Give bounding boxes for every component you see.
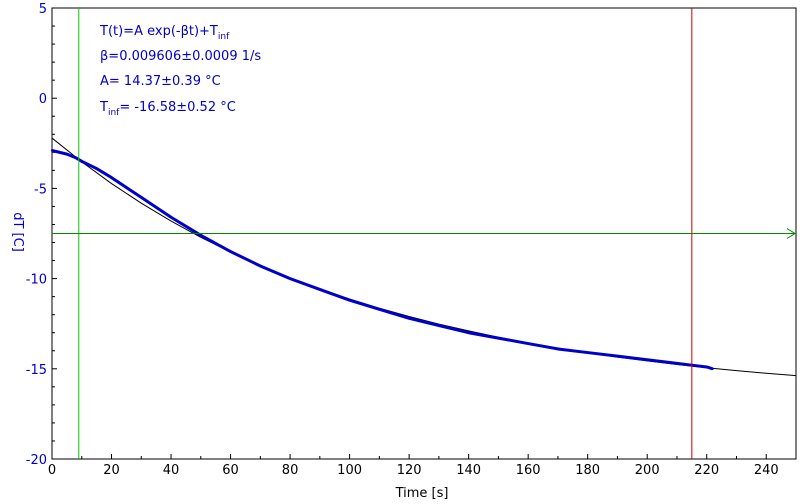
x-tick-label: 200 bbox=[635, 463, 660, 478]
x-tick-label: 160 bbox=[516, 463, 541, 478]
data-point bbox=[65, 152, 69, 156]
data-point bbox=[318, 288, 322, 291]
fit-amplitude: A= 14.37±0.39 °C bbox=[100, 74, 221, 89]
data-point bbox=[616, 354, 619, 358]
x-tick-label: 80 bbox=[282, 463, 299, 478]
data-point bbox=[378, 308, 381, 311]
data-point bbox=[675, 362, 679, 365]
cursor-layer bbox=[52, 8, 796, 459]
data-point bbox=[74, 156, 78, 159]
data-point bbox=[95, 167, 98, 170]
data-point bbox=[348, 299, 351, 302]
y-axis: 5 0 -5 -10 -15 -20 bbox=[26, 2, 57, 468]
data-point bbox=[229, 250, 232, 253]
series-layer bbox=[50, 137, 797, 377]
data-point bbox=[407, 317, 411, 320]
fit-tinf: Tinf= -16.58±0.52 °C bbox=[99, 100, 236, 118]
data-point bbox=[646, 358, 649, 361]
data-point bbox=[705, 365, 708, 369]
data-point bbox=[259, 264, 262, 268]
data-point bbox=[50, 149, 54, 152]
fit-beta: β=0.009606±0.0009 1/s bbox=[100, 49, 261, 64]
fit-formula: T(t)=A exp(-βt)+Tinf bbox=[99, 24, 230, 42]
data-point bbox=[497, 336, 500, 340]
data-point bbox=[526, 342, 530, 345]
y-axis-label: dT [C] bbox=[10, 212, 25, 252]
data-point bbox=[467, 331, 470, 334]
x-tick-label: 240 bbox=[754, 463, 779, 478]
data-point bbox=[80, 160, 83, 163]
x-tick-label: 40 bbox=[163, 463, 180, 478]
level-cursor-arrow-icon bbox=[786, 228, 796, 239]
x-axis-label: Time [s] bbox=[395, 486, 449, 501]
x-axis: 0 20 40 60 80 100 120 140 160 180 200 220 240 bbox=[48, 454, 797, 478]
data-point bbox=[586, 351, 589, 354]
x-tick-label: 140 bbox=[456, 463, 481, 478]
x-tick-label: 20 bbox=[103, 463, 120, 478]
data-point bbox=[437, 324, 441, 327]
x-tick-label: 180 bbox=[575, 463, 600, 478]
x-tick-label: 120 bbox=[397, 463, 422, 478]
x-tick-label: 100 bbox=[337, 463, 362, 478]
data-point bbox=[288, 277, 292, 280]
y-tick-label: 0 bbox=[39, 92, 47, 107]
fit-curve bbox=[51, 137, 797, 377]
data-point bbox=[711, 367, 714, 370]
x-tick-label: 60 bbox=[222, 463, 239, 478]
y-tick-label: -10 bbox=[26, 273, 47, 288]
measured-curve bbox=[51, 149, 714, 371]
y-tick-label: 5 bbox=[39, 2, 47, 17]
y-tick-label: -5 bbox=[34, 182, 47, 197]
data-point bbox=[140, 196, 143, 199]
x-tick-label: 0 bbox=[48, 463, 56, 478]
y-tick-label: -15 bbox=[26, 363, 47, 378]
data-point bbox=[110, 176, 113, 179]
data-point bbox=[199, 234, 202, 237]
data-point bbox=[556, 347, 560, 351]
y-tick-label: -20 bbox=[26, 453, 47, 468]
data-point bbox=[169, 216, 173, 219]
x-tick-label: 220 bbox=[694, 463, 719, 478]
